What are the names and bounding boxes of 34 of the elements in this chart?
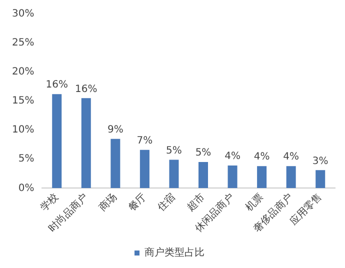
y-tick-label: 20% xyxy=(12,66,34,78)
x-tick-label: 学校 xyxy=(38,190,61,214)
y-tick-label: 25% xyxy=(12,38,34,49)
data-label: 5% xyxy=(195,148,212,159)
x-tick-label: 商场 xyxy=(96,190,120,214)
data-label: 3% xyxy=(312,156,328,167)
bar xyxy=(316,170,326,188)
y-tick-label: 30% xyxy=(12,8,34,20)
data-label: 7% xyxy=(136,135,153,146)
bar xyxy=(140,150,150,188)
bar xyxy=(257,166,267,188)
data-label: 16% xyxy=(46,80,68,91)
bar xyxy=(198,162,208,188)
x-tick-label: 住宿 xyxy=(155,190,178,214)
data-label: 16% xyxy=(75,84,98,95)
data-label: 5% xyxy=(166,145,182,156)
x-tick-label: 超市 xyxy=(184,190,208,214)
bar xyxy=(52,94,62,188)
data-label: 4% xyxy=(283,152,300,163)
bar xyxy=(81,98,91,188)
x-tick-label: 机票 xyxy=(243,190,266,214)
data-label: 4% xyxy=(224,151,240,162)
y-tick-label: 10% xyxy=(12,124,34,136)
bar xyxy=(110,138,120,188)
bar xyxy=(286,166,296,188)
bar xyxy=(169,160,179,188)
x-tick-label: 餐厅 xyxy=(126,190,149,214)
bar xyxy=(228,166,238,188)
y-tick-label: 15% xyxy=(12,96,34,107)
data-label: 4% xyxy=(254,152,270,163)
y-tick-label: 0% xyxy=(18,182,34,194)
data-label: 9% xyxy=(107,124,124,136)
y-tick-label: 5% xyxy=(18,154,34,165)
legend-label: 商户类型占比 xyxy=(144,246,204,259)
